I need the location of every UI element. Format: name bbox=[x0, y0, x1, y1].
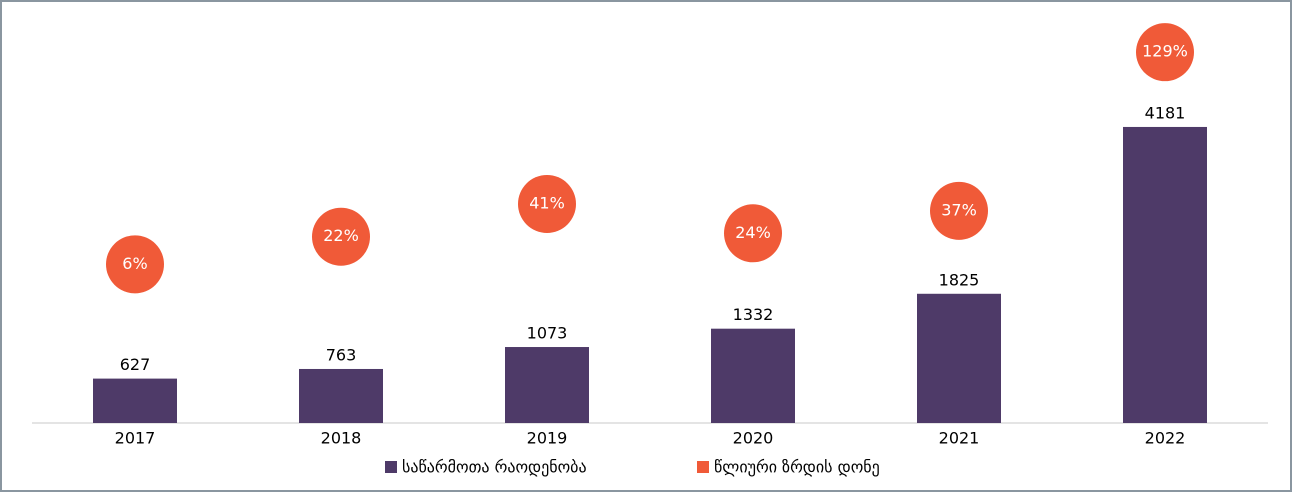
bubble bbox=[930, 181, 988, 240]
data-label: 1825 bbox=[939, 270, 980, 289]
data-label: 24% bbox=[735, 223, 771, 242]
bubble bbox=[724, 204, 782, 263]
x-tick-label: 2022 bbox=[1145, 429, 1186, 448]
legend-label: საწარმოთა რაოდენობა bbox=[402, 458, 587, 477]
x-tick-label: 2017 bbox=[115, 429, 156, 448]
x-tick-label: 2021 bbox=[939, 429, 980, 448]
data-label: 41% bbox=[529, 193, 565, 212]
data-label: 6% bbox=[122, 254, 147, 273]
bar bbox=[93, 378, 177, 423]
bubble bbox=[106, 235, 164, 294]
data-label: 37% bbox=[941, 200, 977, 219]
data-label: 627 bbox=[120, 355, 151, 374]
x-tick-label: 2018 bbox=[321, 429, 362, 448]
bar bbox=[917, 293, 1001, 423]
bar bbox=[505, 347, 589, 423]
data-label: 1073 bbox=[527, 324, 568, 343]
legend-marker bbox=[385, 461, 397, 473]
bubble bbox=[1136, 23, 1194, 82]
x-tick-label: 2019 bbox=[527, 429, 568, 448]
bubble bbox=[518, 174, 576, 233]
data-label: 4181 bbox=[1145, 103, 1186, 122]
bar bbox=[1123, 126, 1207, 423]
bar bbox=[299, 368, 383, 423]
bar bbox=[711, 328, 795, 423]
x-tick-label: 2020 bbox=[733, 429, 774, 448]
data-label: 763 bbox=[326, 345, 357, 364]
data-label: 129% bbox=[1142, 42, 1188, 61]
data-label: 1332 bbox=[733, 305, 774, 324]
legend-label: წლიური ზრდის დონე bbox=[714, 458, 880, 477]
bubble bbox=[312, 207, 370, 266]
data-label: 22% bbox=[323, 226, 359, 245]
legend-marker bbox=[697, 461, 709, 473]
